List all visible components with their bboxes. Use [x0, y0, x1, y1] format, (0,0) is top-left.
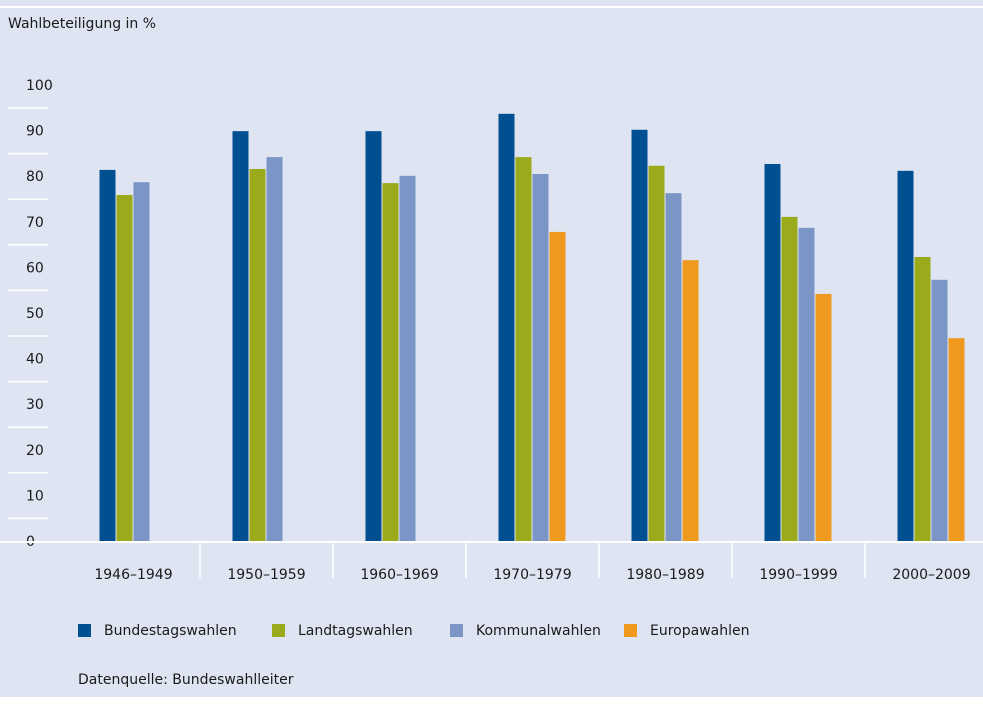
bar [948, 338, 965, 542]
legend-swatch [78, 624, 91, 637]
source: Datenquelle: Bundeswahlleiter [78, 672, 294, 688]
legend-swatch [272, 624, 285, 637]
bar [232, 131, 249, 543]
y-axis-label: Wahlbeteiligung in % [8, 16, 156, 32]
bar [682, 260, 699, 542]
y-tick-label: 50 [26, 306, 44, 322]
legend-label: Bundestagswahlen [104, 623, 237, 639]
legend-label: Europawahlen [650, 623, 749, 639]
bar [249, 168, 266, 542]
bar [665, 193, 682, 542]
bar [116, 194, 133, 542]
bar [365, 131, 382, 543]
bar [781, 216, 798, 542]
bar [266, 157, 283, 543]
bar [549, 231, 566, 543]
y-tick-label: 70 [26, 215, 44, 231]
legend-label: Kommunalwahlen [476, 623, 601, 639]
x-tick-label: 1960–1969 [360, 567, 438, 583]
x-tick-label: 1946–1949 [94, 567, 172, 583]
bar [532, 174, 549, 542]
bar [798, 227, 815, 543]
y-tick-label: 60 [26, 260, 44, 276]
legend-label: Landtagswahlen [298, 623, 413, 639]
bar [133, 182, 150, 542]
legend-swatch [624, 624, 637, 637]
x-tick-label: 1980–1989 [626, 567, 704, 583]
bar [382, 183, 399, 543]
y-tick-label: 80 [26, 169, 44, 185]
bar [399, 175, 416, 542]
bar [631, 129, 648, 542]
x-tick-label: 2000–2009 [892, 567, 970, 583]
bar [498, 113, 515, 542]
bar [515, 157, 532, 543]
bar [897, 170, 914, 543]
x-tick-label: 1950–1959 [227, 567, 305, 583]
y-tick-label: 100 [26, 78, 53, 94]
legend-swatch [450, 624, 463, 637]
bar [648, 165, 665, 543]
bar [914, 257, 931, 542]
y-tick-label: 90 [26, 124, 44, 140]
y-tick-label: 10 [26, 488, 44, 504]
y-tick-label: 20 [26, 443, 44, 459]
y-tick-label: 40 [26, 352, 44, 368]
bar [815, 293, 832, 542]
x-tick-label: 1970–1979 [493, 567, 571, 583]
bar [764, 163, 781, 542]
bar [99, 169, 116, 543]
bar [931, 279, 948, 542]
y-tick-label: 30 [26, 397, 44, 413]
x-tick-label: 1990–1999 [759, 567, 837, 583]
